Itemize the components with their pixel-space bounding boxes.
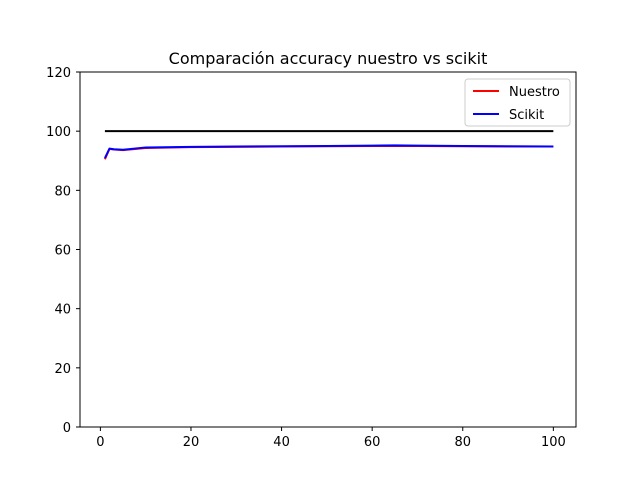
y-tick-label: 80 [54, 184, 71, 199]
y-tick-label: 20 [54, 362, 71, 377]
x-tick-label: 80 [454, 435, 471, 450]
plot-area [103, 130, 554, 160]
series-line-scikit [104, 144, 554, 159]
x-tick-label: 100 [541, 435, 566, 450]
legend-label-scikit: Scikit [509, 108, 544, 123]
chart-title: Comparación accuracy nuestro vs scikit [169, 49, 488, 68]
y-tick-label: 100 [46, 125, 71, 140]
legend-label-nuestro: Nuestro [509, 85, 560, 100]
y-tick-label: 120 [46, 66, 71, 81]
y-tick-label: 0 [63, 421, 71, 436]
x-tick-label: 0 [96, 435, 104, 450]
x-tick-label: 60 [364, 435, 381, 450]
axes: 0 20 40 60 80 100 0 20 40 60 80 100 120 [46, 66, 577, 450]
x-tick-label: 20 [183, 435, 200, 450]
y-tick-label: 40 [54, 303, 71, 318]
x-tick-label: 40 [273, 435, 290, 450]
y-tick-label: 60 [54, 244, 71, 259]
legend: Nuestro Scikit [464, 78, 571, 127]
